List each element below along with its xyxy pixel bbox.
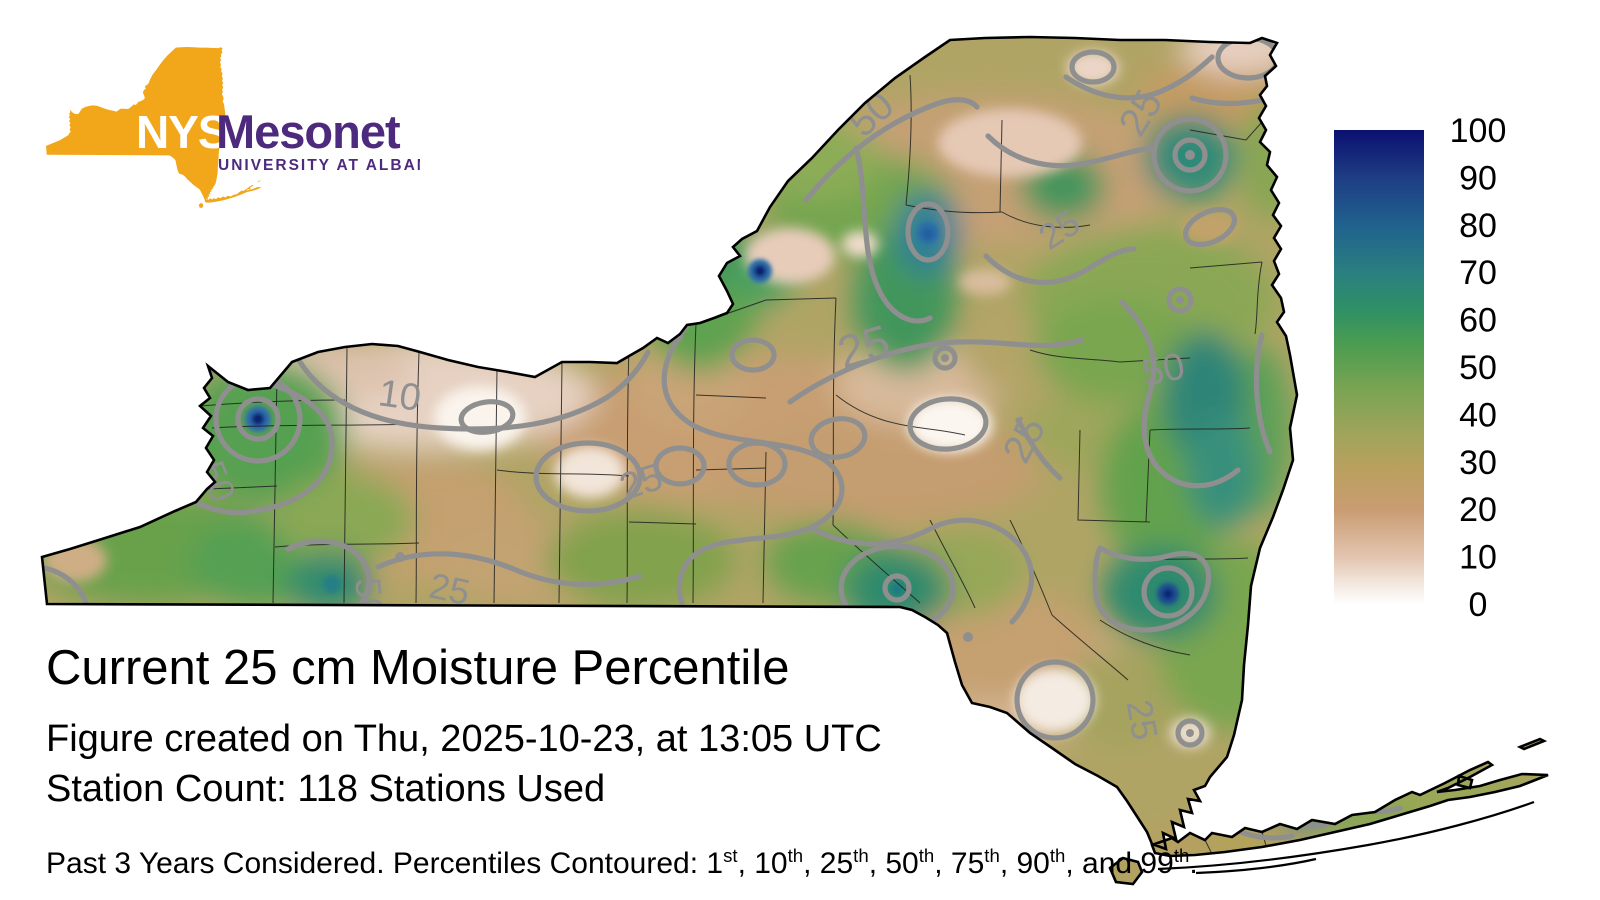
colorbar-tick: 100 (1450, 112, 1507, 150)
logo-name: Mesonet (216, 105, 401, 158)
colorbar-tick: 90 (1459, 159, 1497, 197)
footnote: Past 3 Years Considered. Percentiles Con… (46, 845, 1198, 881)
logo-acronym: NYS (136, 106, 228, 158)
contour-label: 50 (347, 576, 391, 619)
station-count-line: Station Count: 118 Stations Used (46, 768, 606, 810)
colorbar-tick: 50 (1459, 349, 1497, 387)
footnote-ordinal: th (1173, 845, 1190, 866)
footnote-ordinal: th (853, 845, 869, 866)
footnote-part: , 25 (803, 847, 854, 880)
logo-affiliation: UNIVERSITY AT ALBANY (218, 157, 420, 174)
colorbar-tick: 70 (1459, 254, 1497, 292)
colorbar-tick: 40 (1459, 396, 1497, 434)
footnote-part: , and 99 (1065, 847, 1174, 880)
contour-label: 25 (1119, 697, 1166, 744)
footnote-part: , 75 (934, 847, 985, 880)
colorbar-tick: 60 (1459, 302, 1497, 340)
footnote-ordinal: st (723, 845, 738, 866)
colorbar-tick: 30 (1459, 444, 1497, 482)
footnote-part: , 50 (868, 847, 919, 880)
contour-label: 10 (376, 372, 424, 419)
footnote-part: Past 3 Years Considered. Percentiles Con… (46, 847, 724, 880)
colorbar-gradient (1334, 130, 1424, 604)
colorbar-tick: 20 (1459, 491, 1497, 529)
colorbar-tick: 10 (1459, 539, 1497, 577)
color-field-patches (43, 51, 1238, 748)
figure-created-line: Figure created on Thu, 2025-10-23, at 13… (46, 718, 882, 760)
contour-label: 50 (1138, 345, 1188, 395)
barrier-island-lines (1157, 800, 1535, 875)
footnote-ordinal: th (1049, 845, 1066, 866)
footnote-part: , 10 (737, 847, 788, 880)
footnote-part: . (1189, 847, 1198, 880)
colorbar-tick: 80 (1459, 207, 1497, 245)
footnote-ordinal: th (918, 845, 935, 866)
footnote-ordinal: th (787, 845, 804, 866)
map-title: Current 25 cm Moisture Percentile (46, 641, 790, 695)
footnote-ordinal: th (984, 845, 1000, 866)
colorbar-tick: 0 (1469, 586, 1488, 624)
nys-mesonet-logo: NYS Mesonet UNIVERSITY AT ALBANY (46, 47, 420, 208)
footnote-part: , 90 (999, 847, 1050, 880)
